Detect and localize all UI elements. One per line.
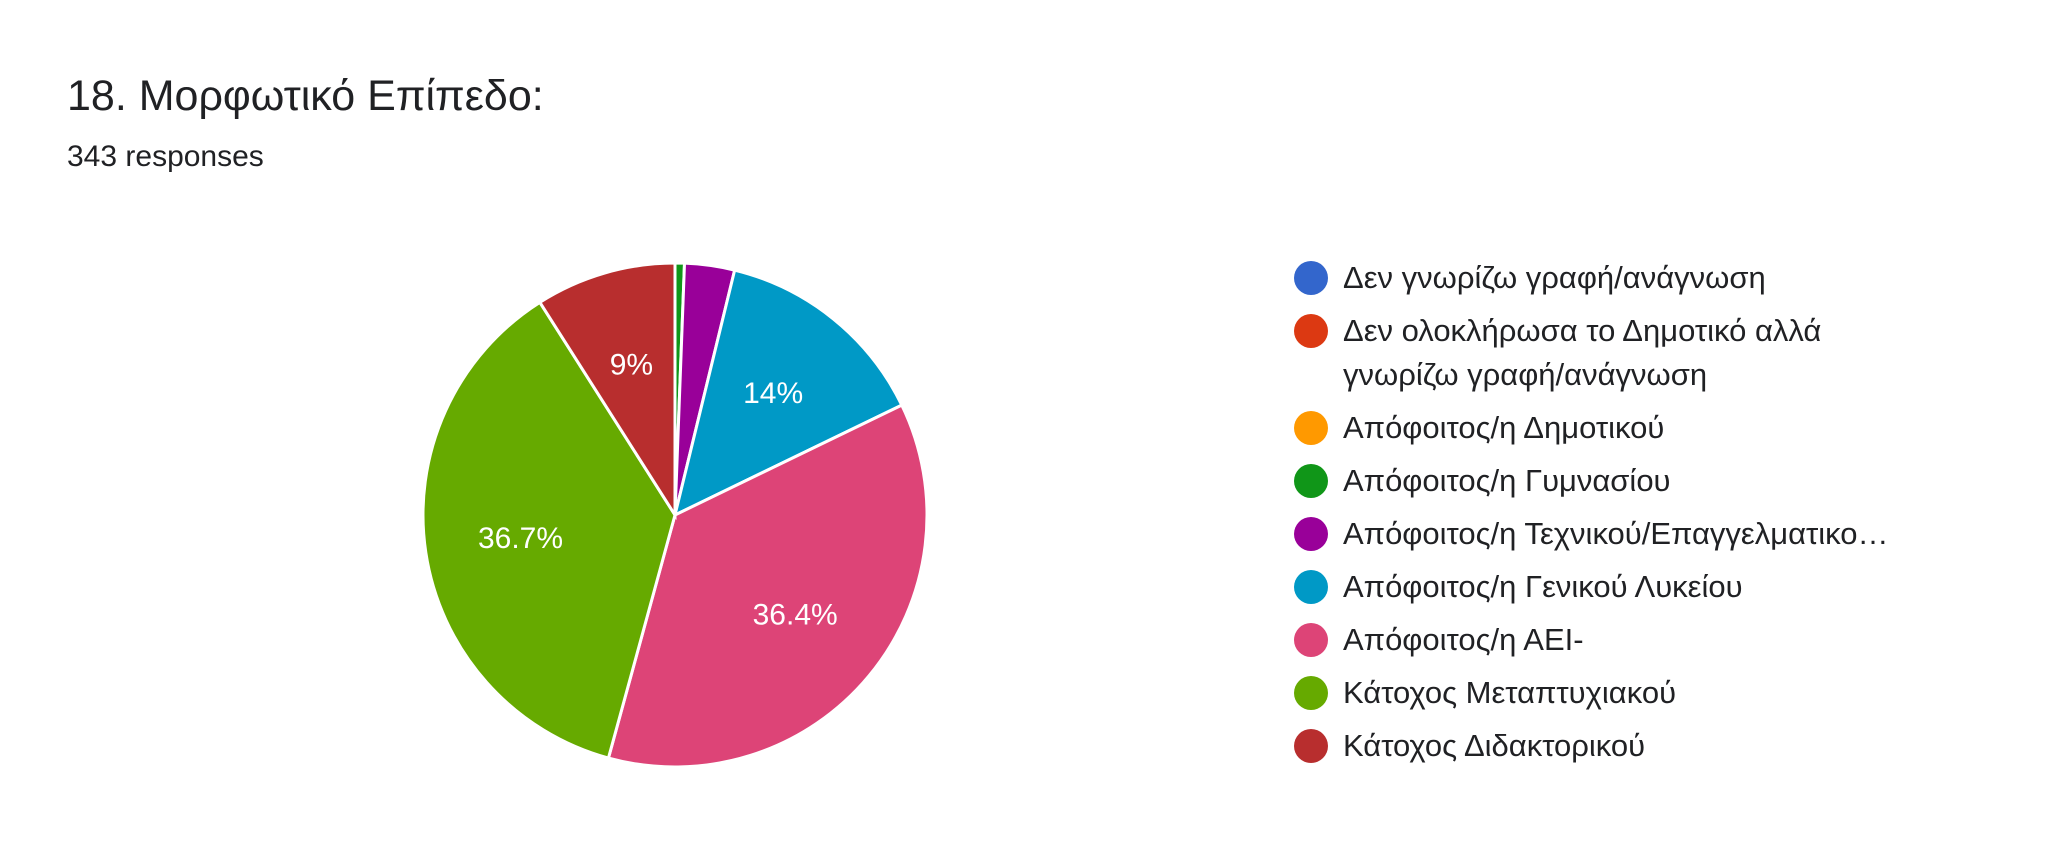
pie-data-label-7: 36.7% <box>478 522 563 555</box>
legend-swatch-6 <box>1294 623 1328 657</box>
legend-label-3: Απόφοιτος/η Γυμνασίου <box>1343 463 1671 498</box>
legend-swatch-2 <box>1294 411 1328 445</box>
legend-item-5[interactable]: Απόφοιτος/η Γενικού Λυκείου <box>1294 565 1994 609</box>
legend-swatch-1 <box>1294 314 1328 348</box>
legend-item-6[interactable]: Απόφοιτος/η ΑΕΙ- <box>1294 618 1994 662</box>
pie-data-label-6: 36.4% <box>753 598 838 631</box>
chart-legend: Δεν γνωρίζω γραφή/ανάγνωση Δεν ολοκλήρωσα… <box>1294 256 1994 777</box>
legend-label-7: Κάτοχος Μεταπτυχιακού <box>1343 675 1677 710</box>
legend-item-8[interactable]: Κάτοχος Διδακτορικού <box>1294 724 1994 768</box>
response-count: 343 responses <box>67 140 264 173</box>
pie-data-label-8: 9% <box>610 348 653 381</box>
legend-item-2[interactable]: Απόφοιτος/η Δημοτικού <box>1294 406 1994 450</box>
legend-label-2: Απόφοιτος/η Δημοτικού <box>1343 410 1665 445</box>
legend-item-7[interactable]: Κάτοχος Μεταπτυχιακού <box>1294 671 1994 715</box>
legend-item-1[interactable]: Δεν ολοκλήρωσα το Δημοτικό αλλά γνωρίζω … <box>1294 309 1994 397</box>
legend-label-4: Απόφοιτος/η Τεχνικού/Επαγγελματικο… <box>1343 516 1889 551</box>
legend-label-6: Απόφοιτος/η ΑΕΙ- <box>1343 622 1584 657</box>
legend-item-3[interactable]: Απόφοιτος/η Γυμνασίου <box>1294 459 1994 503</box>
legend-item-4[interactable]: Απόφοιτος/η Τεχνικού/Επαγγελματικο… <box>1294 512 1994 556</box>
chart-title: 18. Μορφωτικό Επίπεδο: <box>67 72 544 120</box>
pie-slice-8[interactable] <box>537 261 677 521</box>
pie-data-label-5: 14% <box>743 377 803 410</box>
pie-slice-5[interactable] <box>672 268 904 518</box>
pie-slice-6[interactable] <box>606 403 929 769</box>
legend-swatch-7 <box>1294 676 1328 710</box>
legend-swatch-0 <box>1294 261 1328 295</box>
pie-slices <box>421 261 929 769</box>
legend-label-5: Απόφοιτος/η Γενικού Λυκείου <box>1343 569 1743 604</box>
legend-item-0[interactable]: Δεν γνωρίζω γραφή/ανάγνωση <box>1294 256 1994 300</box>
legend-swatch-8 <box>1294 729 1328 763</box>
legend-swatch-4 <box>1294 517 1328 551</box>
legend-label-1: Δεν ολοκλήρωσα το Δημοτικό αλλά γνωρίζω … <box>1343 313 1822 392</box>
legend-swatch-3 <box>1294 464 1328 498</box>
legend-label-0: Δεν γνωρίζω γραφή/ανάγνωση <box>1343 260 1766 295</box>
legend-label-8: Κάτοχος Διδακτορικού <box>1343 728 1646 763</box>
pie-data-labels: 14% 36.4% 36.7% 9% <box>478 348 838 631</box>
legend-swatch-5 <box>1294 570 1328 604</box>
